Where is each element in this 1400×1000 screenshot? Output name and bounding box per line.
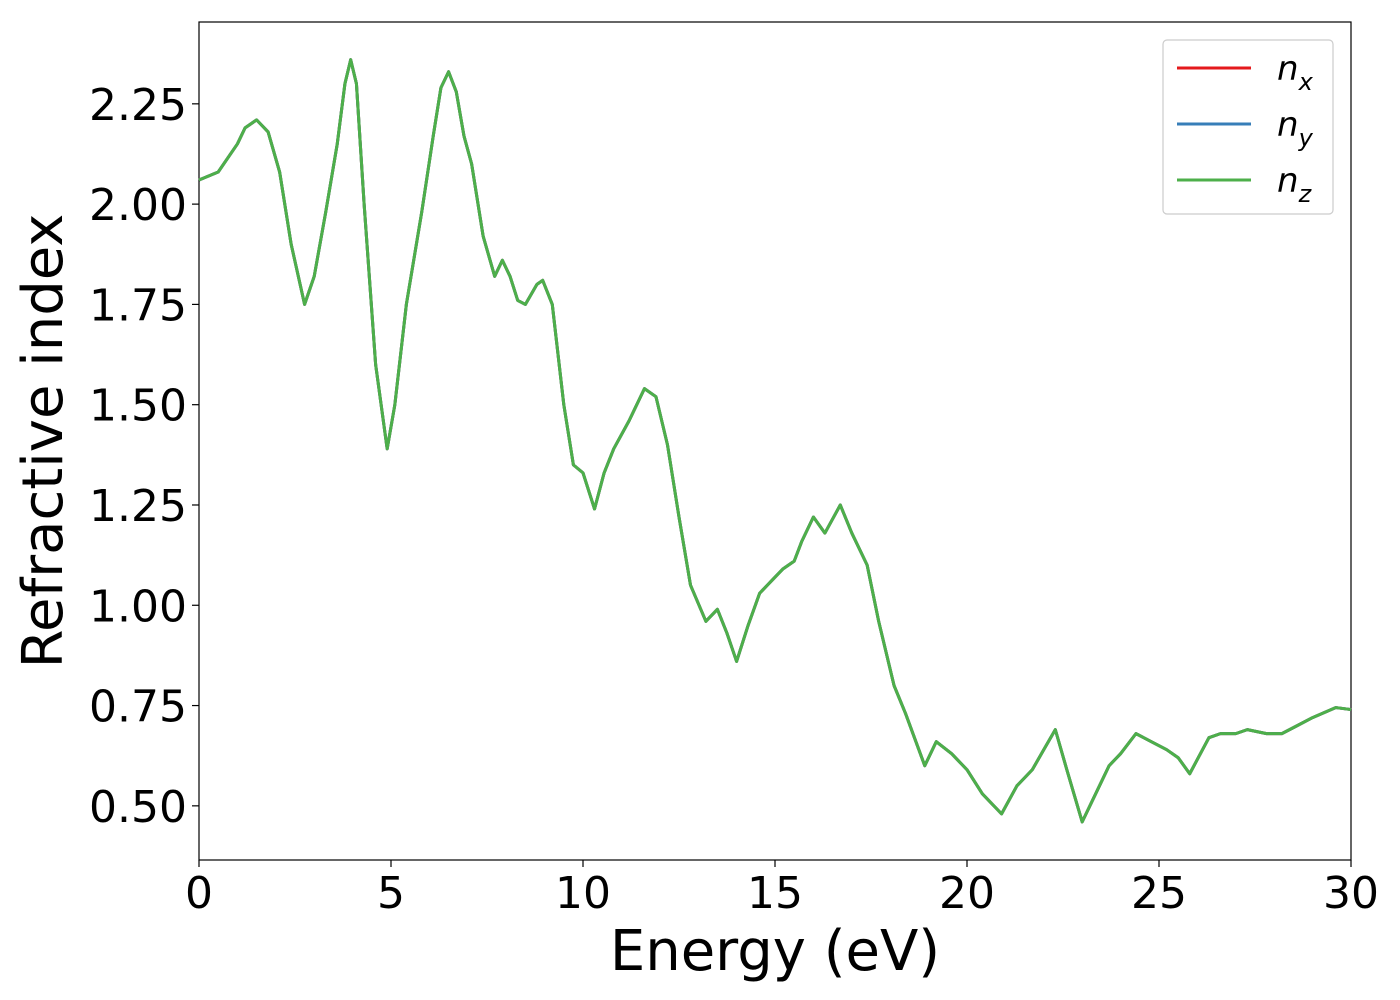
x-axis-label: Energy (eV) [610,919,940,984]
y-tick-label: 1.25 [89,481,187,532]
y-tick-label: 1.00 [89,581,187,632]
legend-label: ny [1277,105,1314,152]
x-tick-label: 0 [185,868,213,919]
legend-label: nx [1277,49,1314,96]
y-tick-label: 1.75 [89,280,187,331]
y-tick-label: 1.50 [89,381,187,432]
x-tick-label: 30 [1323,868,1379,919]
x-tick-label: 25 [1131,868,1187,919]
x-tick-label: 10 [555,868,611,919]
legend-box [1162,39,1334,215]
y-axis-label: Refractive index [11,214,76,669]
series-line [198,58,1352,824]
y-tick-label: 0.50 [89,782,187,833]
x-tick-label: 5 [377,868,405,919]
y-tick-label: 2.25 [89,80,187,131]
x-tick-label: 15 [747,868,803,919]
legend-label: nz [1277,161,1313,208]
x-tick-label: 20 [939,868,995,919]
y-tick-label: 2.00 [89,180,187,231]
y-tick-label: 0.75 [89,682,187,733]
